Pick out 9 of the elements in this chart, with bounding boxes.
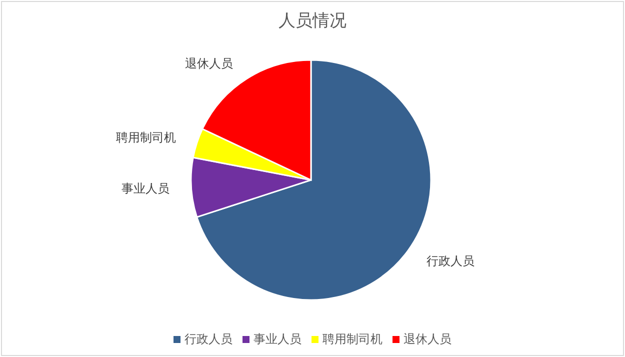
legend-label: 退休人员	[404, 332, 452, 346]
slice-label: 退休人员	[185, 56, 234, 70]
legend-label: 聘用制司机	[322, 332, 382, 346]
slice-label: 聘用制司机	[116, 130, 176, 144]
legend-label: 行政人员	[184, 332, 232, 346]
chart-title: 人员情况	[278, 11, 346, 31]
legend-label: 事业人员	[254, 332, 302, 346]
slice-label: 行政人员	[426, 254, 475, 268]
slice-label: 事业人员	[121, 182, 170, 196]
